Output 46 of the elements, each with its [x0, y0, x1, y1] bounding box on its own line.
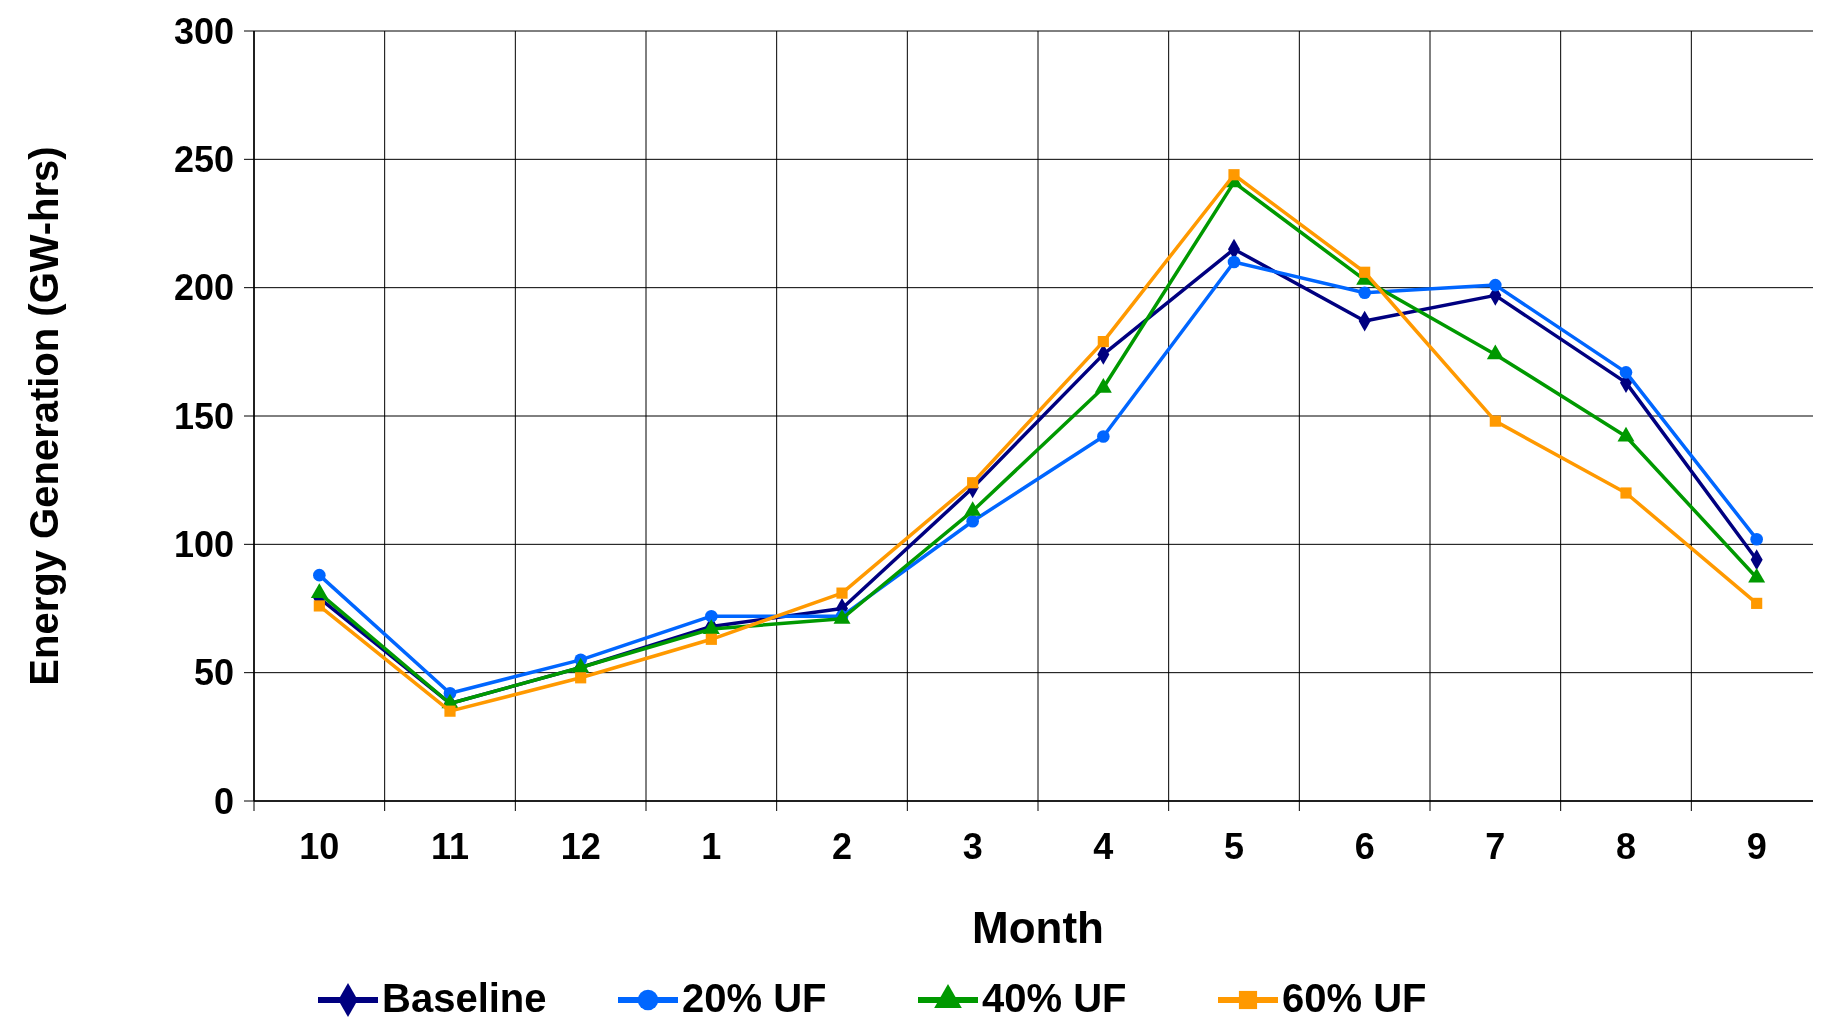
- x-tick-label: 8: [1615, 826, 1637, 867]
- point: [1619, 366, 1633, 379]
- legend-label: Baseline: [382, 976, 547, 1020]
- point: [836, 587, 848, 599]
- x-tick-label: 2: [831, 826, 853, 867]
- x-tick-label: 10: [299, 826, 340, 867]
- point: [1227, 255, 1241, 269]
- point: [313, 568, 326, 582]
- y-axis-title: Energy Generation (GW-hrs): [22, 146, 66, 686]
- point: [313, 600, 325, 612]
- y-tick-label: 250: [173, 138, 234, 180]
- y-tick-label: 100: [173, 523, 234, 565]
- y-tick-label: 300: [173, 10, 234, 52]
- y-tick-label: 150: [173, 395, 234, 437]
- point: [444, 705, 456, 717]
- point: [1489, 415, 1501, 427]
- point: [967, 477, 979, 489]
- y-tick-label: 50: [193, 652, 234, 694]
- point: [1097, 430, 1110, 443]
- point: [1489, 278, 1502, 292]
- point: [705, 609, 718, 623]
- point: [705, 633, 717, 645]
- legend-label: 40% UF: [982, 976, 1127, 1020]
- x-tick-label: 11: [430, 826, 470, 867]
- point: [1620, 487, 1632, 499]
- point: [966, 514, 979, 528]
- x-tick-label: 3: [962, 826, 983, 867]
- x-tick-label: 1: [701, 826, 722, 867]
- point: [1751, 597, 1763, 609]
- point: [1358, 286, 1371, 300]
- point: [575, 672, 587, 684]
- x-tick-label: 12: [560, 826, 601, 867]
- x-axis-title: Month: [972, 903, 1104, 952]
- legend-label: 60% UF: [1282, 976, 1427, 1020]
- point: [1359, 266, 1371, 278]
- x-tick-label: 4: [1093, 826, 1114, 867]
- x-tick-label: 5: [1223, 826, 1245, 867]
- y-tick-label: 200: [173, 267, 234, 309]
- y-tick-label: 0: [213, 780, 234, 822]
- x-tick-label: 6: [1354, 826, 1375, 867]
- point: [1750, 532, 1763, 546]
- x-tick-label: 7: [1485, 826, 1506, 867]
- legend-label: 20% UF: [682, 976, 827, 1020]
- x-tick-label: 9: [1746, 826, 1767, 867]
- point: [1097, 335, 1109, 348]
- point: [1228, 169, 1240, 181]
